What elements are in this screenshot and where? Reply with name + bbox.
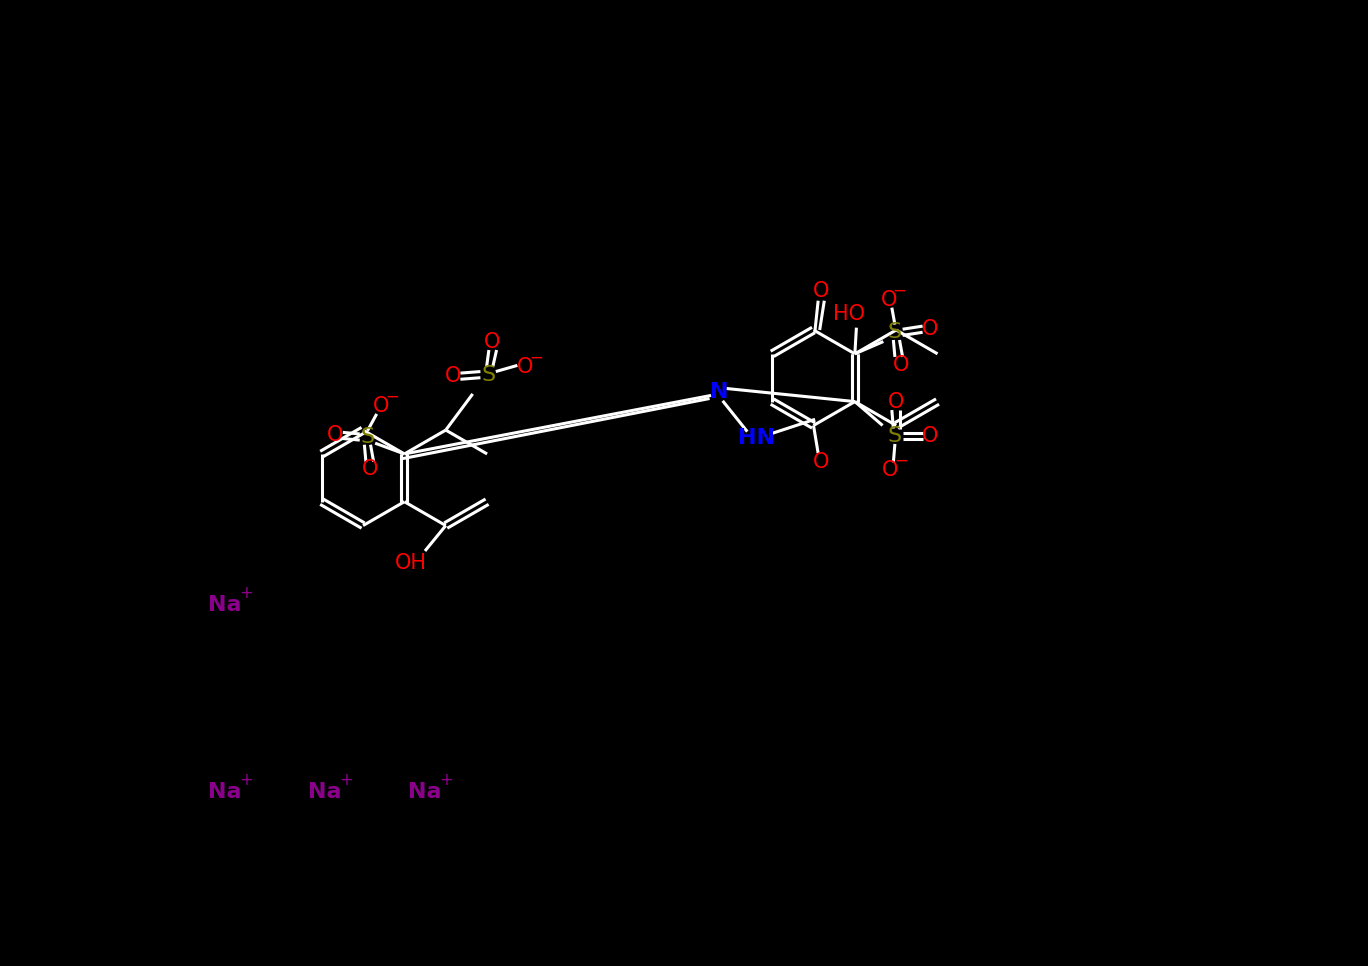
Text: O: O xyxy=(882,460,899,480)
Text: −: − xyxy=(386,388,399,406)
Text: +: + xyxy=(439,771,453,788)
Text: O: O xyxy=(484,332,501,353)
Text: −: − xyxy=(529,349,543,367)
Text: S: S xyxy=(888,323,902,342)
Text: +: + xyxy=(339,771,353,788)
Text: Na: Na xyxy=(408,782,442,802)
Text: O: O xyxy=(363,460,379,479)
Text: +: + xyxy=(239,771,253,788)
Text: HN: HN xyxy=(739,428,776,448)
Text: S: S xyxy=(482,364,495,384)
Text: HO: HO xyxy=(833,304,865,324)
Text: O: O xyxy=(373,396,390,416)
Text: −: − xyxy=(895,452,908,469)
Text: O: O xyxy=(813,452,829,472)
Text: O: O xyxy=(922,319,938,339)
Text: O: O xyxy=(813,281,829,301)
Text: OH: OH xyxy=(395,553,427,573)
Text: Na: Na xyxy=(308,782,342,802)
Text: O: O xyxy=(517,357,534,377)
Text: O: O xyxy=(888,392,904,412)
Text: O: O xyxy=(893,355,910,375)
Text: Na: Na xyxy=(208,782,241,802)
Text: O: O xyxy=(445,366,461,386)
Text: Na: Na xyxy=(208,595,241,615)
Text: O: O xyxy=(327,425,343,445)
Text: −: − xyxy=(892,282,907,299)
Text: O: O xyxy=(922,426,938,446)
Text: O: O xyxy=(881,290,897,310)
Text: S: S xyxy=(888,426,902,446)
Text: S: S xyxy=(360,427,375,447)
Text: +: + xyxy=(239,583,253,602)
Text: N: N xyxy=(710,382,728,402)
